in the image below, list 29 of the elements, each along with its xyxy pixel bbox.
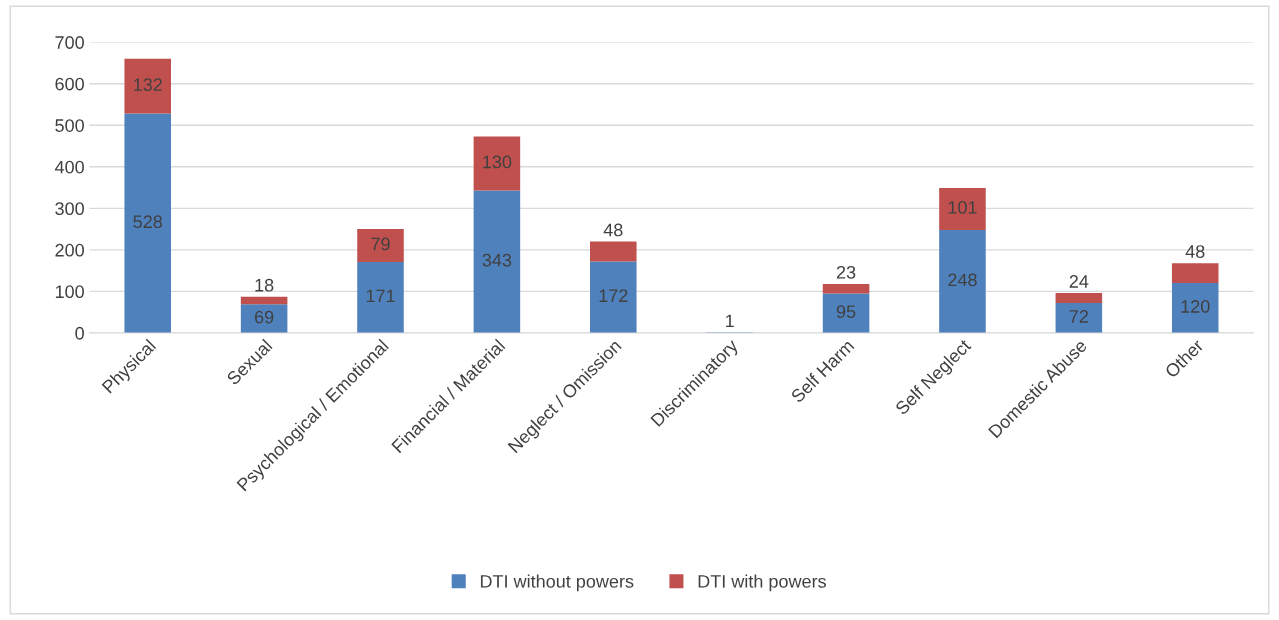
data-label: 95 xyxy=(836,305,856,319)
data-label: 18 xyxy=(255,278,274,292)
data-label: 171 xyxy=(366,289,395,303)
y-tick-label: 700 xyxy=(55,36,84,49)
y-tick-label: 100 xyxy=(55,285,84,299)
data-label: 130 xyxy=(483,155,512,169)
y-tick-label: 600 xyxy=(55,77,84,91)
data-label: 343 xyxy=(482,253,512,267)
data-label: 24 xyxy=(1069,275,1089,288)
data-label: 120 xyxy=(1181,300,1210,313)
data-label: 528 xyxy=(133,215,162,229)
data-label: 69 xyxy=(254,310,274,324)
data-label: 248 xyxy=(948,273,977,287)
data-label: 132 xyxy=(134,78,162,92)
y-tick-label: 300 xyxy=(55,202,84,216)
data-label: 79 xyxy=(371,237,390,251)
data-label: 172 xyxy=(599,289,628,302)
data-label: 1 xyxy=(726,314,734,328)
legend-label: DTI without powers xyxy=(480,574,634,592)
data-label: 48 xyxy=(603,223,623,237)
data-label: 23 xyxy=(836,265,856,279)
legend-label: DTI with powers xyxy=(698,574,826,592)
data-label: 48 xyxy=(1185,245,1205,258)
y-tick-label: 400 xyxy=(54,160,84,174)
y-tick-label: 200 xyxy=(55,243,84,257)
data-label: 72 xyxy=(1069,310,1088,323)
y-tick-label: 0 xyxy=(75,326,84,340)
y-tick-label: 500 xyxy=(55,119,84,132)
data-label: 101 xyxy=(948,201,977,214)
